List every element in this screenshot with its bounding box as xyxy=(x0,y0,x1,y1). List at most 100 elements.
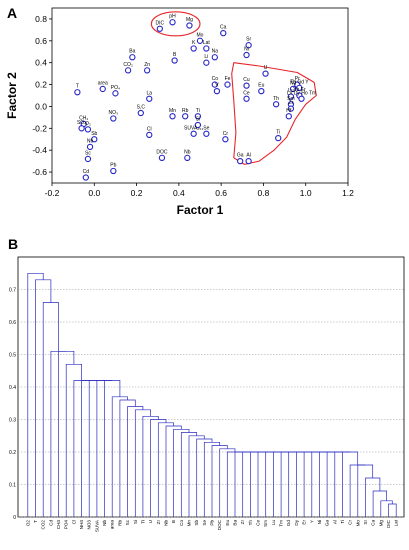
point-label: Pr xyxy=(295,76,300,82)
x-tick-label: 0.8 xyxy=(258,188,270,198)
point-label: Co xyxy=(212,76,219,82)
data-point xyxy=(190,45,197,52)
dendrogram-link xyxy=(365,477,381,517)
point-label: Sm xyxy=(287,96,295,102)
leaf-label: DOC xyxy=(217,519,222,530)
data-point xyxy=(86,143,94,151)
data-point xyxy=(220,30,227,37)
y-tick-label: 0 xyxy=(13,515,16,521)
point-label: Nd xyxy=(290,80,297,86)
plot-frame xyxy=(51,7,349,184)
point-label: O₂ xyxy=(85,121,91,127)
leaf-label: NH4 xyxy=(79,520,84,530)
point-label: Fe xyxy=(225,76,231,82)
point-label: Cl xyxy=(147,126,152,132)
data-point xyxy=(275,135,282,142)
leaf-label: area xyxy=(110,520,115,530)
x-axis-title: Factor 1 xyxy=(177,203,224,217)
point-label: Nb xyxy=(184,149,191,155)
data-point xyxy=(182,113,189,120)
data-point xyxy=(258,87,265,95)
x-tick-label: 0.6 xyxy=(215,188,227,198)
data-point xyxy=(237,157,244,165)
point-label: Zn xyxy=(144,62,150,68)
leaf-label: Lu xyxy=(271,520,276,526)
point-label: B xyxy=(173,52,177,58)
leaf-label: Ba xyxy=(233,520,238,526)
point-label: Sr xyxy=(246,37,251,43)
dendrogram-link xyxy=(349,464,366,517)
point-label: Sb xyxy=(91,131,97,137)
point-label: Ce xyxy=(243,90,250,96)
highlight-ellipse xyxy=(150,11,201,37)
point-label: Al xyxy=(246,153,250,159)
point-label: V xyxy=(215,83,219,89)
point-label: Cr xyxy=(223,131,229,137)
data-point xyxy=(222,136,229,143)
leaf-label: Se xyxy=(202,520,207,526)
leaf-label: Gd xyxy=(286,520,291,527)
y-axis-title: Factor 2 xyxy=(5,72,19,119)
point-label: Eu xyxy=(258,83,264,89)
data-point xyxy=(190,130,197,137)
point-label: Yb Er xyxy=(293,87,306,93)
point-label: La xyxy=(146,90,152,96)
data-point xyxy=(224,81,231,88)
data-point xyxy=(203,45,210,52)
point-label: DOC xyxy=(156,149,168,155)
dendrogram-link xyxy=(104,380,121,517)
point-label: S,C xyxy=(137,105,146,111)
point-label: Lu xyxy=(288,88,294,94)
leaf-label: Zr xyxy=(156,520,161,525)
y-tick-label: 0.8 xyxy=(35,14,47,24)
data-point xyxy=(243,51,250,59)
data-point xyxy=(169,113,176,120)
point-label: Se xyxy=(203,125,209,131)
point-label: Li xyxy=(204,54,208,60)
x-tick-label: 0.0 xyxy=(88,188,100,198)
leaf-label: Mn xyxy=(187,520,192,527)
data-point xyxy=(84,126,92,133)
point-label: SUVA₂₅₄ xyxy=(184,125,203,131)
point-label: NO₃ xyxy=(109,110,119,116)
point-label: pH xyxy=(169,14,176,20)
y-tick-label: 0.3 xyxy=(9,418,16,424)
leaf-label: Ti xyxy=(340,520,345,524)
data-point xyxy=(78,125,85,132)
x-tick-label: 0.4 xyxy=(173,188,185,198)
leaf-label: Co xyxy=(179,520,184,526)
point-label: Cd xyxy=(83,169,90,175)
data-point xyxy=(110,167,117,175)
leaf-label: Dy xyxy=(294,519,299,525)
dendrogram-link xyxy=(388,503,397,517)
leaf-label: Nb xyxy=(164,520,169,526)
leaf-label: CH4 xyxy=(56,520,61,530)
point-label: Ti xyxy=(196,108,200,114)
point-label: Mo xyxy=(197,32,204,38)
y-tick-label: 0.2 xyxy=(9,450,16,456)
leaf-label: NO3 xyxy=(87,520,92,530)
point-label: K xyxy=(192,40,196,46)
leaf-label: Mo xyxy=(355,520,360,527)
data-point xyxy=(156,25,163,32)
leaf-label: Ce xyxy=(256,520,261,526)
point-label: Sc xyxy=(85,150,91,156)
point-label: CO₂ xyxy=(123,62,133,68)
point-label: Rb xyxy=(182,108,189,114)
leaf-label: Ca xyxy=(371,520,376,526)
data-point xyxy=(146,131,153,139)
point-label: T xyxy=(76,84,79,90)
leaf-label: Si xyxy=(133,520,138,524)
data-point xyxy=(124,67,132,74)
leaf-label: Sc xyxy=(125,519,130,525)
data-point xyxy=(74,89,81,96)
point-label: Ni xyxy=(244,47,249,53)
point-label: Ca xyxy=(220,25,227,31)
leaf-label: O2 xyxy=(25,520,30,527)
leaf-label: Rb xyxy=(117,520,122,526)
y-tick-label: 0.4 xyxy=(35,58,47,68)
y-tick-label: 0.4 xyxy=(9,385,16,391)
data-point xyxy=(203,59,210,66)
data-point xyxy=(243,82,250,89)
dendrogram-link xyxy=(357,464,374,517)
